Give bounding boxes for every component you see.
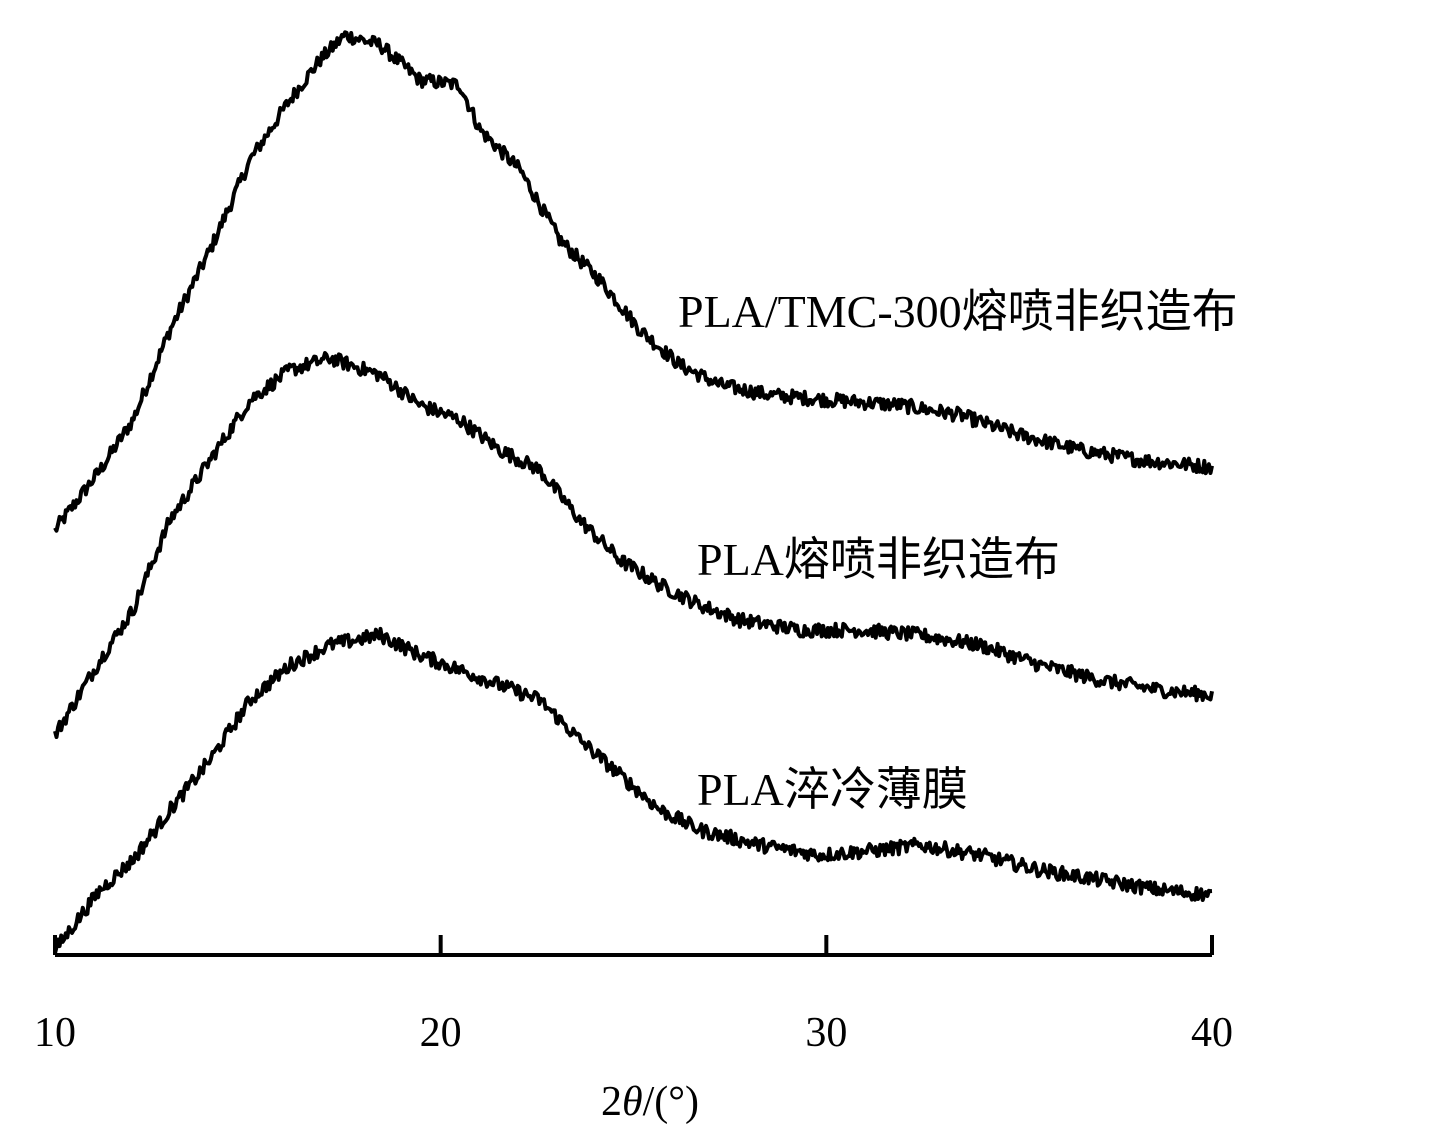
series-label-0: PLA/TMC-300熔喷非织造布: [678, 286, 1238, 337]
x-axis-label-prefix: 2: [601, 1079, 622, 1125]
x-tick-label: 30: [805, 1010, 847, 1056]
series-line-0: [53, 30, 1214, 533]
series-labels: PLA/TMC-300熔喷非织造布 PLA熔喷非织造布 PLA淬冷薄膜: [678, 286, 1238, 815]
series-label-1: PLA熔喷非织造布: [697, 534, 1060, 585]
x-axis-label: 2θ/(°): [601, 1079, 699, 1125]
series-label-2: PLA淬冷薄膜: [697, 764, 968, 815]
x-tick-label: 20: [420, 1010, 462, 1056]
curves: [53, 30, 1214, 954]
series-line-2: [53, 626, 1213, 954]
x-axis-label-theta: θ: [622, 1079, 643, 1125]
series-line-1: [53, 351, 1214, 739]
x-axis-label-suffix: /(°): [643, 1079, 699, 1125]
x-tick-label: 10: [34, 1010, 76, 1056]
x-tick-label: 40: [1191, 1010, 1233, 1056]
x-axis-ticks: 10 20 30 40: [34, 935, 1233, 1056]
